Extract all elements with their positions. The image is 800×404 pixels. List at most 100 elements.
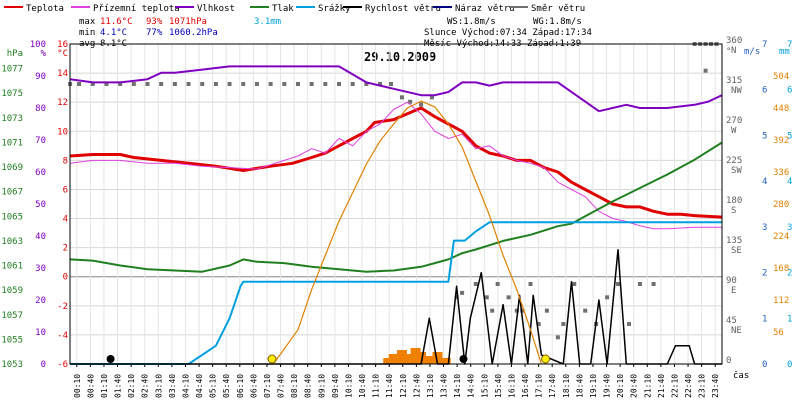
- x-tick-label: 14:10: [453, 374, 462, 398]
- wind-direction-point: [268, 82, 273, 86]
- legend-label: Přízemní teplota: [93, 4, 180, 14]
- wm2-tick-label: 336: [773, 168, 789, 178]
- mm-unit-label: mm: [779, 47, 790, 57]
- direction-name-label: W: [731, 126, 737, 136]
- x-tick-label: 20:40: [630, 374, 639, 398]
- sun-times: Slunce Východ:07:34 Západ:17:34: [424, 28, 592, 38]
- ms-tick-label: 6: [762, 86, 767, 96]
- wind-direction-point: [536, 322, 541, 326]
- wind-direction-point: [213, 82, 218, 86]
- x-tick-label: 18:40: [575, 374, 584, 398]
- percent-axis-unit-label: %: [41, 49, 47, 59]
- stats-min-pressure: 1060.2hPa: [169, 28, 218, 38]
- x-tick-label: 01:10: [100, 374, 109, 398]
- direction-tick-label: 180: [726, 196, 742, 206]
- ms-tick-label: 2: [762, 269, 767, 279]
- percent-axis-tick-label: 70: [35, 136, 46, 146]
- series-line-p-zemn-teplota: [70, 101, 722, 230]
- legend: Teplota Přízemní teplota Vlhkost Tlak Srážky…: [4, 4, 585, 14]
- wind-direction-point: [172, 82, 177, 86]
- series-line-sr-ky: [70, 221, 722, 365]
- direction-tick-label: 315: [726, 76, 742, 86]
- x-tick-label: 15:10: [480, 374, 489, 398]
- celsius-axis-tick-label: -2: [57, 302, 68, 312]
- direction-tick-label: 0: [726, 356, 731, 366]
- wind-direction-point: [572, 282, 577, 286]
- wind-direction-point: [408, 99, 413, 104]
- wind-direction-point: [254, 82, 259, 86]
- mm-tick-label: 7: [787, 40, 792, 50]
- x-tick-label: 05:10: [209, 374, 218, 398]
- x-tick-label: 22:10: [670, 374, 679, 398]
- ms-tick-label: 1: [762, 314, 767, 324]
- percent-axis-tick-label: 0: [41, 360, 46, 370]
- hpa-axis-tick-label: 1077: [1, 65, 23, 75]
- wind-direction-point: [337, 82, 342, 86]
- celsius-axis-tick-label: 2: [63, 244, 68, 254]
- x-tick-label: 03:10: [154, 374, 163, 398]
- wind-direction-point: [495, 282, 500, 286]
- wind-direction-point: [104, 82, 109, 86]
- celsius-axis-tick-label: -4: [57, 331, 68, 341]
- wm2-tick-label: 56: [773, 328, 784, 338]
- x-tick-label: 17:40: [548, 374, 557, 398]
- wind-direction-point: [651, 282, 656, 286]
- mm-tick-label: 3: [787, 223, 792, 233]
- legend-label: Rychlost větru: [365, 4, 441, 14]
- x-tick-label: 20:10: [616, 374, 625, 398]
- stats-min-temp: 4.1°C: [100, 28, 127, 38]
- celsius-axis-tick-label: 10: [57, 127, 68, 137]
- x-tick-label: 11:40: [385, 374, 394, 398]
- x-tick-label: 10:40: [358, 374, 367, 398]
- mm-tick-label: 6: [787, 86, 792, 96]
- direction-tick-label: 135: [726, 236, 742, 246]
- hpa-axis-unit-label: hPa: [7, 49, 23, 59]
- wind-direction-point: [528, 282, 533, 286]
- wm2-tick-label: 280: [773, 200, 789, 210]
- wm2-tick-label: 448: [773, 104, 789, 114]
- wind-direction-point: [200, 82, 205, 86]
- wind-direction-point: [514, 308, 519, 313]
- wind-direction-point: [544, 308, 549, 313]
- legend-label: Tlak: [272, 4, 294, 14]
- wind-direction-point: [616, 282, 621, 286]
- wind-direction-point: [282, 82, 287, 86]
- stats-min-humidity: 77%: [146, 28, 163, 38]
- x-tick-label: 02:40: [141, 374, 150, 398]
- x-tick-label: 00:40: [86, 374, 95, 398]
- stats-max-temp: 11.6°C: [100, 17, 133, 27]
- wind-direction-point: [186, 82, 191, 86]
- wind-direction-point: [454, 295, 459, 300]
- chart-date-title: 29.10.2009: [364, 50, 436, 64]
- data-marks: [68, 42, 723, 365]
- x-tick-label: 11:10: [372, 374, 381, 398]
- x-tick-label: 08:40: [304, 374, 313, 398]
- direction-tick-label: 225: [726, 156, 742, 166]
- hpa-axis-tick-label: 1065: [1, 212, 23, 222]
- percent-axis-tick-label: 60: [35, 168, 46, 178]
- x-tick-label: 09:10: [317, 374, 326, 398]
- wind-direction-point: [388, 82, 393, 86]
- rain-intensity-bar: [432, 352, 443, 364]
- wind-direction-point: [473, 282, 478, 286]
- wind-speed-text: WS:1.8m/s: [447, 17, 496, 27]
- series-line-teplota: [70, 106, 723, 219]
- x-tick-label: 19:10: [589, 374, 598, 398]
- series-line-tlak: [70, 141, 723, 273]
- hpa-axis-tick-label: 1055: [1, 335, 23, 345]
- series-line-slune-n-z-en-: [272, 100, 542, 365]
- direction-name-label: S: [731, 206, 736, 216]
- x-tick-label: 08:10: [290, 374, 299, 398]
- wind-direction-point: [145, 82, 150, 86]
- celsius-axis-tick-label: 12: [57, 98, 68, 108]
- wind-direction-point: [159, 82, 164, 86]
- x-axis-label: čas: [733, 370, 749, 381]
- wm2-tick-label: 224: [773, 232, 789, 242]
- wind-direction-point: [295, 82, 300, 86]
- celsius-axis-tick-label: 14: [57, 69, 68, 79]
- wm2-tick-label: 392: [773, 136, 789, 146]
- x-tick-label: 18:10: [562, 374, 571, 398]
- percent-axis-tick-label: 90: [35, 72, 46, 82]
- x-tick-label: 03:40: [168, 374, 177, 398]
